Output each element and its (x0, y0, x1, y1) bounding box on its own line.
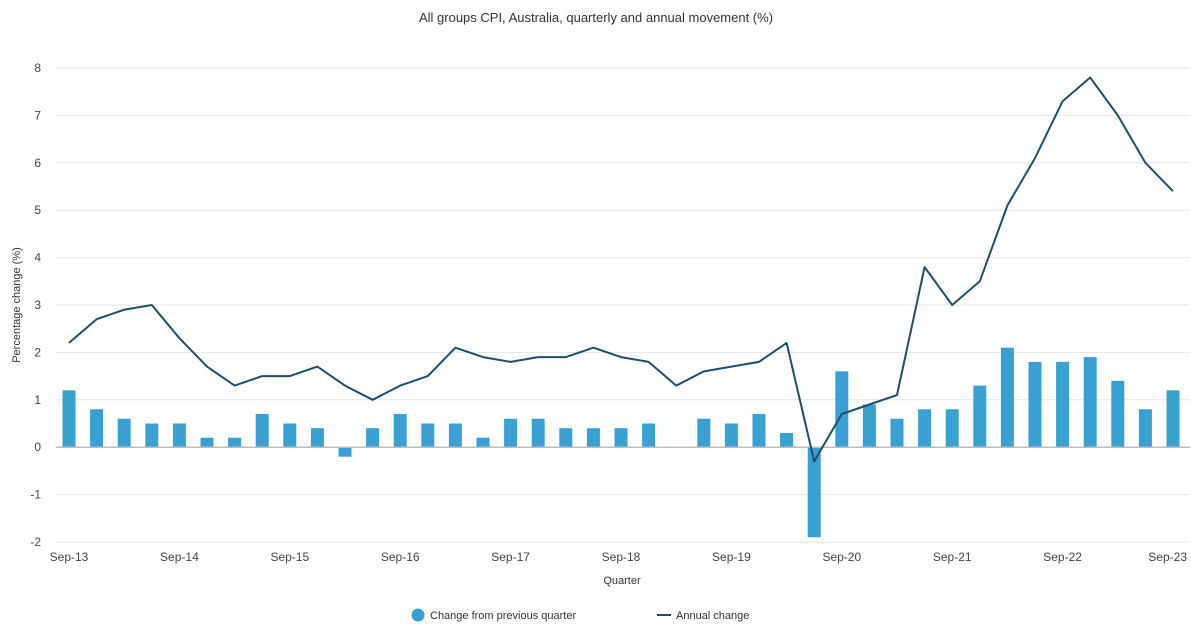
bar (117, 418, 131, 448)
bar (448, 423, 462, 448)
y-tick-label: -2 (30, 535, 41, 549)
x-tick-label: Sep-16 (381, 550, 420, 564)
y-tick-label: 3 (34, 298, 41, 312)
bar (724, 423, 738, 448)
y-tick-label: 2 (34, 345, 41, 359)
legend: Change from previous quarter Annual chan… (411, 608, 749, 622)
bar (559, 428, 573, 448)
bar (228, 437, 242, 448)
bar (862, 404, 876, 448)
y-tick-label: 6 (34, 156, 41, 170)
y-tick-label: 0 (34, 440, 41, 454)
bar (973, 385, 987, 448)
bar (90, 409, 104, 448)
y-axis: -2 -1 0 1 2 3 4 5 6 7 8 (30, 61, 41, 549)
x-axis: Sep-13 Sep-14 Sep-15 Sep-16 Sep-17 Sep-18 Sep-… (50, 550, 1188, 564)
x-tick-label: Sep-15 (270, 550, 309, 564)
legend-bar-swatch (411, 608, 425, 622)
bar (752, 414, 766, 448)
y-tick-label: 8 (34, 61, 41, 75)
y-tick-label: 7 (34, 108, 41, 122)
bar (421, 423, 435, 448)
bar (1028, 361, 1042, 448)
y-tick-label: -1 (30, 488, 41, 502)
bar (393, 414, 407, 448)
bar (918, 409, 932, 448)
bar (145, 423, 159, 448)
bar (172, 423, 186, 448)
bar (1083, 357, 1097, 448)
x-tick-label: Sep-18 (602, 550, 641, 564)
x-tick-label: Sep-14 (160, 550, 199, 564)
x-tick-label: Sep-19 (712, 550, 751, 564)
bar (642, 423, 656, 448)
bar (780, 432, 794, 448)
bar (338, 447, 352, 457)
x-tick-label: Sep-20 (822, 550, 861, 564)
y-axis-label: Percentage change (%) (11, 247, 23, 363)
bar (807, 447, 821, 538)
bar (1000, 347, 1014, 448)
bar (1138, 409, 1152, 448)
legend-line-label: Annual change (676, 610, 749, 622)
bar (476, 437, 490, 448)
x-tick-label: Sep-13 (50, 550, 89, 564)
x-tick-label: Sep-21 (933, 550, 972, 564)
gridlines (56, 67, 1190, 543)
chart-title: All groups CPI, Australia, quarterly and… (419, 10, 773, 25)
bar (945, 409, 959, 448)
annual-change-line (68, 76, 1174, 463)
y-tick-label: 1 (34, 393, 41, 407)
bar (614, 428, 628, 448)
bar-series (62, 347, 1180, 538)
bar (531, 418, 545, 448)
bar (835, 371, 849, 448)
x-tick-label: Sep-23 (1148, 550, 1187, 564)
bar (255, 414, 269, 448)
x-tick-label: Sep-17 (491, 550, 530, 564)
x-axis-label: Quarter (603, 575, 641, 587)
bar (504, 418, 518, 448)
bar (890, 418, 904, 448)
bar (1166, 390, 1180, 448)
bar (1111, 380, 1125, 448)
bar (1056, 361, 1070, 448)
bar (586, 428, 600, 448)
bar (310, 428, 324, 448)
bar (283, 423, 297, 448)
y-tick-label: 5 (34, 203, 41, 217)
bar (62, 390, 76, 448)
bar (200, 437, 214, 448)
x-tick-label: Sep-22 (1043, 550, 1082, 564)
bar (366, 428, 380, 448)
y-tick-label: 4 (34, 251, 41, 265)
bar (697, 418, 711, 448)
legend-bar-label: Change from previous quarter (430, 610, 576, 622)
